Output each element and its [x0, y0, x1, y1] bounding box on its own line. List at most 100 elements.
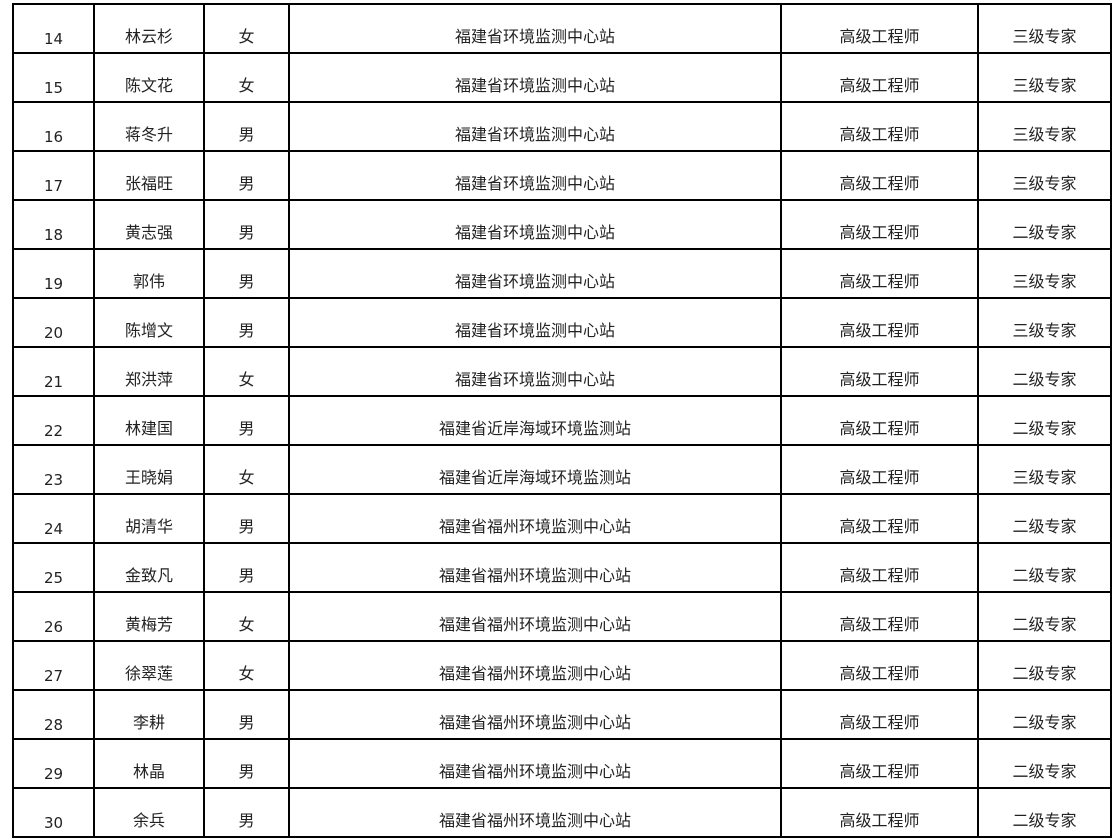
row-number-cell: 16 [12, 101, 95, 152]
row-number-cell: 29 [12, 738, 95, 789]
professional-title-cell: 高级工程师 [780, 52, 979, 103]
professional-title-cell: 高级工程师 [780, 346, 979, 397]
expert-level-cell: 二级专家 [977, 591, 1112, 642]
professional-title-cell: 高级工程师 [780, 3, 979, 54]
row-number-cell: 21 [12, 346, 95, 397]
row-number-cell: 14 [12, 3, 95, 54]
expert-name-cell: 余兵 [93, 787, 205, 838]
gender-cell: 女 [203, 346, 290, 397]
table-row: 18 黄志强男福建省环境监测中心站 高级工程师 二级专家 [12, 199, 1112, 250]
expert-level-cell: 二级专家 [977, 787, 1112, 838]
gender-cell: 男 [203, 542, 290, 593]
expert-name-cell: 陈增文 [93, 297, 205, 348]
row-number-cell: 19 [12, 248, 95, 299]
work-unit-cell: 福建省环境监测中心站 [288, 150, 782, 201]
table-row: 28 李耕男福建省福州环境监测中心站 高级工程师 二级专家 [12, 689, 1112, 740]
expert-level-cell: 三级专家 [977, 444, 1112, 495]
table-row: 22 林建国男福建省近岸海域环境监测站 高级工程师 二级专家 [12, 395, 1112, 446]
table-row: 16 蒋冬升男福建省环境监测中心站 高级工程师 三级专家 [12, 101, 1112, 152]
gender-cell: 男 [203, 738, 290, 789]
gender-cell: 女 [203, 444, 290, 495]
work-unit-cell: 福建省福州环境监测中心站 [288, 689, 782, 740]
table-row: 14 林云杉女福建省环境监测中心站 高级工程师 三级专家 [12, 3, 1112, 54]
table-row: 17 张福旺男福建省环境监测中心站 高级工程师 三级专家 [12, 150, 1112, 201]
expert-name-cell: 林晶 [93, 738, 205, 789]
professional-title-cell: 高级工程师 [780, 199, 979, 250]
expert-name-cell: 林建国 [93, 395, 205, 446]
table-row: 23 王晓娟女福建省近岸海域环境监测站 高级工程师 三级专家 [12, 444, 1112, 495]
work-unit-cell: 福建省福州环境监测中心站 [288, 591, 782, 642]
professional-title-cell: 高级工程师 [780, 101, 979, 152]
expert-level-cell: 二级专家 [977, 493, 1112, 544]
expert-level-cell: 三级专家 [977, 248, 1112, 299]
gender-cell: 男 [203, 101, 290, 152]
professional-title-cell: 高级工程师 [780, 297, 979, 348]
expert-level-cell: 三级专家 [977, 150, 1112, 201]
expert-name-cell: 林云杉 [93, 3, 205, 54]
gender-cell: 女 [203, 52, 290, 103]
professional-title-cell: 高级工程师 [780, 493, 979, 544]
expert-level-cell: 二级专家 [977, 395, 1112, 446]
professional-title-cell: 高级工程师 [780, 542, 979, 593]
work-unit-cell: 福建省近岸海域环境监测站 [288, 395, 782, 446]
work-unit-cell: 福建省环境监测中心站 [288, 3, 782, 54]
table-row: 25 金致凡男福建省福州环境监测中心站 高级工程师 二级专家 [12, 542, 1112, 593]
gender-cell: 男 [203, 787, 290, 838]
expert-level-cell: 二级专家 [977, 640, 1112, 691]
professional-title-cell: 高级工程师 [780, 787, 979, 838]
professional-title-cell: 高级工程师 [780, 591, 979, 642]
gender-cell: 男 [203, 493, 290, 544]
expert-level-cell: 三级专家 [977, 101, 1112, 152]
row-number-cell: 27 [12, 640, 95, 691]
row-number-cell: 28 [12, 689, 95, 740]
gender-cell: 男 [203, 199, 290, 250]
table-row: 15 陈文花女福建省环境监测中心站 高级工程师 三级专家 [12, 52, 1112, 103]
row-number-cell: 18 [12, 199, 95, 250]
row-number-cell: 22 [12, 395, 95, 446]
expert-name-cell: 陈文花 [93, 52, 205, 103]
work-unit-cell: 福建省环境监测中心站 [288, 346, 782, 397]
work-unit-cell: 福建省福州环境监测中心站 [288, 787, 782, 838]
expert-level-cell: 二级专家 [977, 738, 1112, 789]
work-unit-cell: 福建省环境监测中心站 [288, 101, 782, 152]
expert-name-cell: 黄梅芳 [93, 591, 205, 642]
row-number-cell: 15 [12, 52, 95, 103]
professional-title-cell: 高级工程师 [780, 689, 979, 740]
row-number-cell: 30 [12, 787, 95, 838]
professional-title-cell: 高级工程师 [780, 248, 979, 299]
row-number-cell: 26 [12, 591, 95, 642]
table-row: 26 黄梅芳女福建省福州环境监测中心站 高级工程师 二级专家 [12, 591, 1112, 642]
table-row: 29 林晶男福建省福州环境监测中心站 高级工程师 二级专家 [12, 738, 1112, 789]
gender-cell: 男 [203, 689, 290, 740]
expert-name-cell: 金致凡 [93, 542, 205, 593]
expert-level-cell: 二级专家 [977, 346, 1112, 397]
work-unit-cell: 福建省近岸海域环境监测站 [288, 444, 782, 495]
expert-name-cell: 黄志强 [93, 199, 205, 250]
gender-cell: 男 [203, 297, 290, 348]
expert-table: 14 林云杉女福建省环境监测中心站 高级工程师 三级专家 15 陈文花女福建省环境监测中心… [12, 3, 1112, 838]
work-unit-cell: 福建省环境监测中心站 [288, 248, 782, 299]
work-unit-cell: 福建省福州环境监测中心站 [288, 738, 782, 789]
row-number-cell: 24 [12, 493, 95, 544]
expert-level-cell: 二级专家 [977, 542, 1112, 593]
expert-level-cell: 二级专家 [977, 199, 1112, 250]
table-row: 21 郑洪萍女福建省环境监测中心站 高级工程师 二级专家 [12, 346, 1112, 397]
table-row: 20 陈增文男福建省环境监测中心站 高级工程师 三级专家 [12, 297, 1112, 348]
expert-name-cell: 张福旺 [93, 150, 205, 201]
work-unit-cell: 福建省环境监测中心站 [288, 52, 782, 103]
row-number-cell: 20 [12, 297, 95, 348]
professional-title-cell: 高级工程师 [780, 444, 979, 495]
gender-cell: 女 [203, 3, 290, 54]
expert-name-cell: 蒋冬升 [93, 101, 205, 152]
table-row: 24 胡清华男福建省福州环境监测中心站 高级工程师 二级专家 [12, 493, 1112, 544]
expert-name-cell: 胡清华 [93, 493, 205, 544]
professional-title-cell: 高级工程师 [780, 150, 979, 201]
table-row: 19 郭伟男福建省环境监测中心站 高级工程师 三级专家 [12, 248, 1112, 299]
professional-title-cell: 高级工程师 [780, 738, 979, 789]
expert-name-cell: 王晓娟 [93, 444, 205, 495]
expert-level-cell: 三级专家 [977, 297, 1112, 348]
professional-title-cell: 高级工程师 [780, 395, 979, 446]
expert-name-cell: 郭伟 [93, 248, 205, 299]
gender-cell: 男 [203, 395, 290, 446]
gender-cell: 女 [203, 640, 290, 691]
